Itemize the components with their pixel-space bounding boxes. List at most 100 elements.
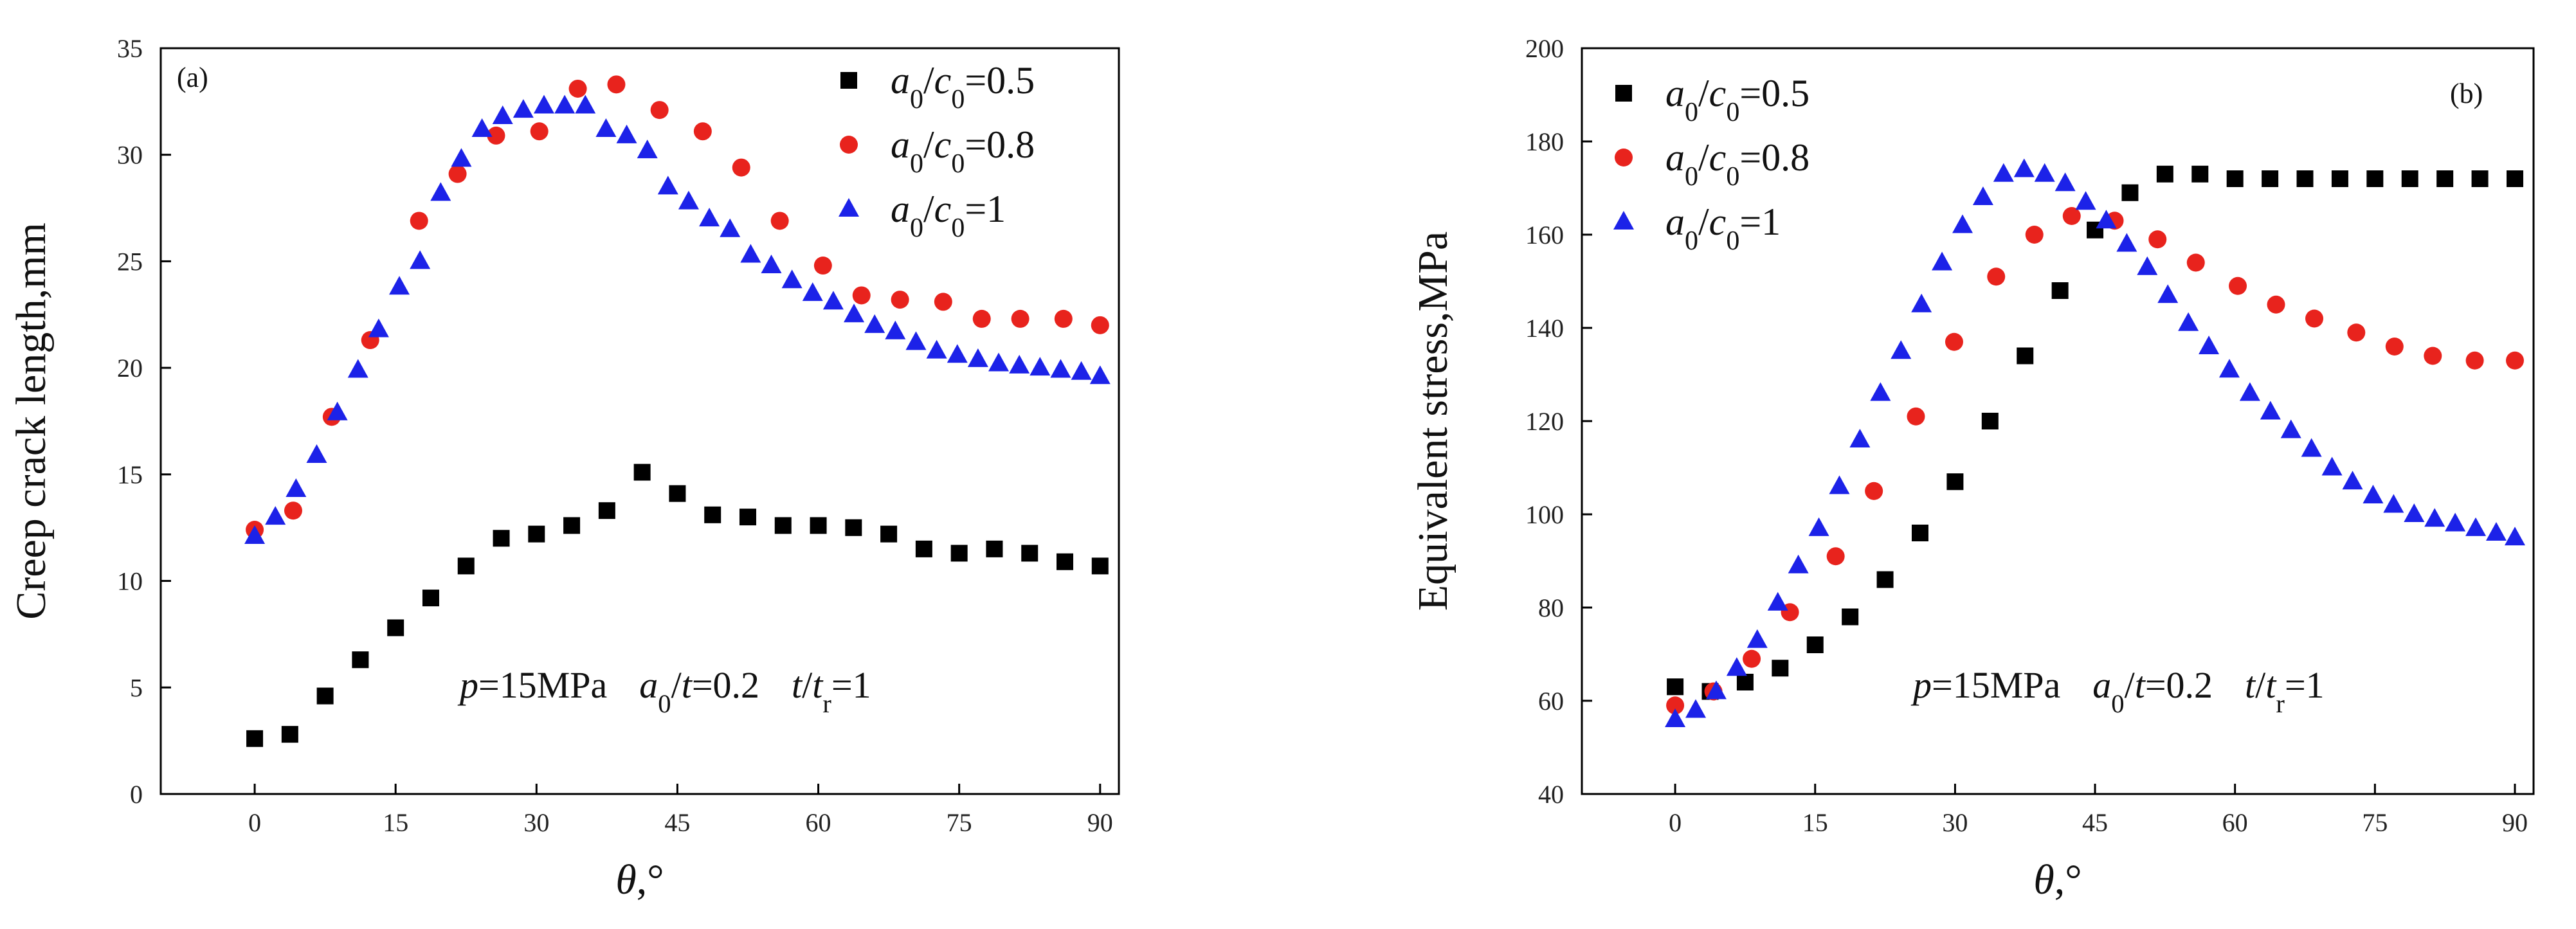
data-point: [1911, 525, 1928, 541]
legend: a0/c0=0.5 a0/c0=0.8 a0/c0=1: [1613, 72, 1810, 256]
data-point: [770, 212, 789, 230]
data-point: [1772, 660, 1789, 677]
x-tick-label: 90: [1087, 808, 1113, 837]
data-point: [1808, 517, 1829, 536]
data-point: [880, 525, 898, 543]
x-tick-label: 45: [664, 808, 690, 837]
data-point: [2363, 485, 2384, 503]
data-point: [864, 314, 885, 333]
data-point: [1021, 545, 1039, 562]
data-point: [2148, 230, 2167, 249]
data-point: [822, 291, 844, 310]
data-point: [2239, 382, 2260, 401]
y-tick-label: 60: [1538, 687, 1564, 716]
data-point: [598, 502, 615, 519]
data-point: [972, 309, 991, 328]
data-point: [1972, 186, 1993, 205]
data-point: [1993, 163, 2014, 182]
data-point: [633, 464, 651, 481]
data-point: [2436, 170, 2454, 187]
x-tick-label: 30: [523, 808, 549, 837]
data-point: [1667, 678, 1684, 696]
data-point: [1057, 553, 1074, 570]
data-point: [2504, 527, 2525, 546]
data-point: [2218, 359, 2240, 378]
y-tick-label: 5: [130, 673, 143, 702]
data-point: [281, 726, 298, 743]
series-square: [246, 464, 1109, 747]
x-tick-label: 0: [1669, 808, 1682, 837]
y-tick-label: 0: [130, 780, 143, 809]
data-point: [607, 75, 626, 94]
data-point: [1071, 361, 1092, 380]
data-point: [704, 506, 721, 523]
data-point: [693, 122, 712, 141]
data-point: [739, 509, 756, 526]
data-point: [781, 269, 803, 289]
data-point: [2347, 323, 2366, 342]
data-point: [487, 126, 505, 145]
data-point: [2178, 312, 2199, 331]
data-point: [947, 344, 968, 363]
y-tick-label: 35: [117, 34, 143, 63]
data-point: [286, 478, 307, 498]
data-point: [2260, 401, 2281, 420]
data-point: [915, 540, 932, 557]
legend-label: a0/c0=0.5: [891, 59, 1035, 114]
data-point: [2385, 338, 2404, 356]
data-point: [2017, 347, 2034, 365]
data-point: [244, 525, 266, 544]
data-point: [2034, 163, 2055, 182]
annotation: p=15MPa a0/t=0.2 t/tr=1: [457, 664, 871, 718]
y-tick-label: 40: [1538, 780, 1564, 809]
data-point: [2025, 226, 2044, 244]
data-point: [1743, 649, 1761, 668]
legend-label: a0/c0=0.8: [891, 123, 1035, 179]
data-point: [740, 244, 761, 263]
data-point: [457, 557, 475, 575]
data-point: [1705, 680, 1727, 699]
data-point: [512, 99, 534, 118]
legend-label: a0/c0=0.5: [1665, 72, 1810, 127]
x-tick-label: 60: [2222, 808, 2248, 837]
data-point: [2366, 170, 2384, 187]
legend-label: a0/c0=1: [891, 188, 1006, 243]
legend-marker: [840, 136, 858, 154]
data-point: [528, 525, 545, 543]
y-tick-label: 10: [117, 567, 143, 596]
data-point: [2445, 512, 2466, 532]
data-point: [530, 122, 549, 141]
data-point: [1091, 316, 1109, 334]
data-point: [637, 140, 658, 159]
data-point: [891, 291, 909, 309]
data-point: [699, 208, 720, 227]
chart-panel-a: 0 15 30 45 60 75 90 0 5 10 15 20 25 30 35 θ,° Creep crac…: [8, 34, 1120, 903]
x-tick-label: 75: [2362, 808, 2388, 837]
data-point: [448, 165, 467, 183]
data-point: [595, 118, 617, 137]
data-point: [410, 250, 431, 269]
data-point: [761, 255, 782, 274]
x-tick-label: 15: [1802, 808, 1828, 837]
data-point: [1870, 382, 1891, 401]
legend-label: a0/c0=0.8: [1665, 136, 1810, 192]
data-point: [265, 506, 286, 525]
data-point: [986, 540, 1003, 557]
data-point: [2013, 158, 2035, 177]
data-point: [1788, 554, 1809, 573]
data-point: [568, 79, 587, 98]
y-tick-label: 20: [117, 354, 143, 383]
legend: a0/c0=0.5 a0/c0=0.8 a0/c0=1: [839, 59, 1035, 243]
data-point: [1907, 407, 1925, 426]
data-point: [1829, 475, 1850, 494]
data-point: [1767, 591, 1788, 611]
data-point: [774, 517, 792, 534]
data-point: [2186, 253, 2205, 272]
data-point: [1029, 357, 1051, 376]
data-point: [1091, 557, 1109, 575]
data-point: [2121, 184, 2139, 201]
data-point: [1009, 354, 1030, 374]
y-tick-label: 15: [117, 460, 143, 489]
data-point: [493, 530, 510, 547]
data-point: [2465, 517, 2487, 536]
